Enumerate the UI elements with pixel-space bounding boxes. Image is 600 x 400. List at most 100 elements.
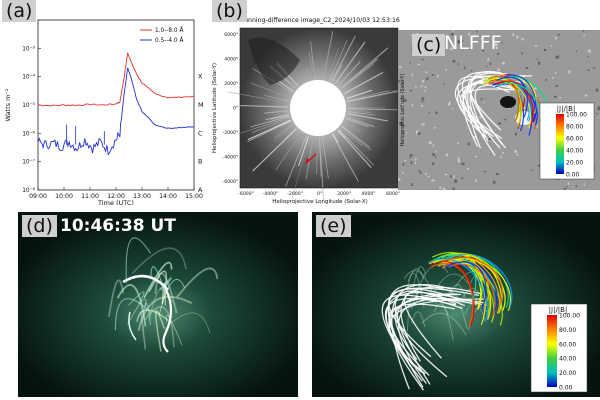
corona-streak: [341, 63, 375, 90]
overlay-white-field-line: [385, 292, 482, 391]
corona-streak: [346, 116, 375, 128]
magnetogram-pixel: [404, 98, 407, 102]
magnetogram-pixel: [424, 86, 427, 88]
magnetogram-pixel: [414, 158, 417, 161]
magnetogram-pixel: [552, 77, 554, 79]
magnetogram-pixel: [432, 144, 434, 148]
corona-streak: [227, 91, 289, 104]
flux-rope-line: [495, 80, 534, 126]
magnetogram-pixel: [421, 100, 424, 103]
euv-loop: [116, 284, 147, 327]
magnetogram-pixel: [409, 155, 412, 159]
y-tick-label: 10⁻⁸: [22, 187, 35, 194]
coronagraph-x-tick: 0": [317, 191, 322, 197]
magnetogram-pixel: [432, 154, 434, 156]
series-line-1: [37, 67, 195, 156]
euv-loop: [140, 311, 147, 350]
magnetogram-pixel: [429, 141, 432, 145]
overlay-image: |J|/|B|100.00 80.00 60.00 40.00 20.00 0.00: [312, 212, 600, 397]
magnetogram-pixel: [409, 62, 411, 64]
y-tick-label: 10⁻⁶: [22, 130, 35, 137]
corona-streak: [337, 61, 361, 87]
magnetogram-pixel: [583, 183, 585, 186]
euv-loop: [144, 306, 175, 348]
magnetogram-pixel: [521, 52, 523, 55]
magnetogram-pixel: [553, 95, 557, 98]
magnetogram-pixel: [507, 108, 510, 110]
magnetogram-pixel: [554, 71, 557, 74]
magnetogram-pixel: [415, 133, 418, 135]
coronagraph-y-tick: 2000": [224, 81, 238, 87]
overlay-colorbar-tick: 40.00: [559, 356, 576, 363]
magnetogram-pixel: [480, 98, 484, 100]
euv-loop: [163, 312, 211, 334]
panel-a-goes-xray: (a) 09:00 10:00 11:00 12:00 13:00 14:00 15:00 1…: [0, 0, 210, 205]
euv-timestamp: 10:46:38 UT: [60, 216, 176, 236]
magnetogram-pixel: [538, 61, 541, 65]
magnetogram-pixel: [452, 187, 455, 190]
magnetogram-pixel: [498, 122, 501, 125]
magnetogram-pixel: [534, 87, 538, 90]
corona-streak: [341, 125, 370, 148]
nlfff-colorbar-tick: 100.00: [566, 112, 587, 119]
magnetogram-pixel: [597, 106, 600, 110]
euv-loop: [450, 284, 467, 304]
magnetogram-pixel: [476, 31, 478, 33]
magnetogram-pixel: [417, 63, 421, 66]
corona-streak: [347, 90, 405, 103]
corona-streak: [340, 58, 378, 90]
magnetogram-pixel: [575, 184, 577, 188]
corona-streak: [252, 128, 297, 172]
corona-streak: [343, 122, 360, 132]
overlay-flux-rope-line: [444, 261, 487, 309]
flare-class-label: A: [198, 186, 203, 194]
magnetogram-pixel: [401, 103, 405, 106]
corona-streak: [345, 118, 369, 128]
coronagraph-x-tick: 4000": [362, 191, 376, 197]
corona-streak: [298, 136, 309, 167]
magnetogram-pixel: [479, 116, 482, 119]
panel-a-label: (a): [2, 0, 37, 22]
magnetogram-pixel: [555, 55, 559, 59]
overlay-colorbar-tick: 0.00: [559, 385, 573, 392]
magnetogram-pixel: [404, 159, 407, 161]
flux-rope-line: [483, 80, 523, 121]
magnetogram-pixel: [584, 94, 588, 97]
magnetogram-pixel: [419, 171, 422, 174]
overlay-colorbar-box: [530, 303, 588, 393]
magnetogram-pixel: [567, 182, 570, 185]
coronagraph-y-tick: 0": [233, 106, 238, 112]
magnetogram-pixel: [411, 73, 414, 77]
magnetogram-pixel: [457, 159, 461, 163]
magnetogram-pixel: [431, 179, 435, 182]
magnetogram-pixel: [431, 74, 434, 76]
flux-rope-line: [486, 78, 532, 129]
magnetogram-pixel: [453, 175, 455, 179]
overlay-flux-rope-line: [447, 253, 513, 308]
nlfff-colorbar-tick: 0.00: [566, 172, 580, 179]
corona-streak: [284, 128, 297, 140]
magnetogram-pixel: [405, 132, 407, 134]
magnetogram-pixel: [596, 112, 598, 115]
magnetogram-pixel: [445, 173, 448, 176]
euv-loop: [148, 270, 168, 305]
corona-streak: [347, 89, 401, 102]
magnetogram-pixel: [495, 173, 499, 176]
magnetogram-pixel: [452, 60, 456, 63]
corona-streak: [337, 129, 346, 139]
magnetogram-pixel: [482, 49, 484, 52]
magnetogram-pixel: [555, 85, 558, 87]
euv-coronal-loops: [108, 237, 219, 353]
magnetogram-pixel: [421, 97, 425, 100]
magnetogram-pixel: [521, 38, 524, 41]
coronagraph-x-tick: -4000": [263, 191, 278, 197]
coronagraph-y-tick: -6000": [223, 179, 238, 185]
corona-streak: [338, 129, 374, 166]
magnetogram-pixel: [485, 65, 487, 68]
magnetogram-pixel: [435, 150, 437, 153]
flux-rope-line: [487, 75, 520, 122]
corona-streak: [275, 132, 302, 170]
occulter-disk: [290, 80, 346, 136]
magnetogram-pixel: [489, 62, 491, 66]
corona-streak: [247, 119, 291, 141]
